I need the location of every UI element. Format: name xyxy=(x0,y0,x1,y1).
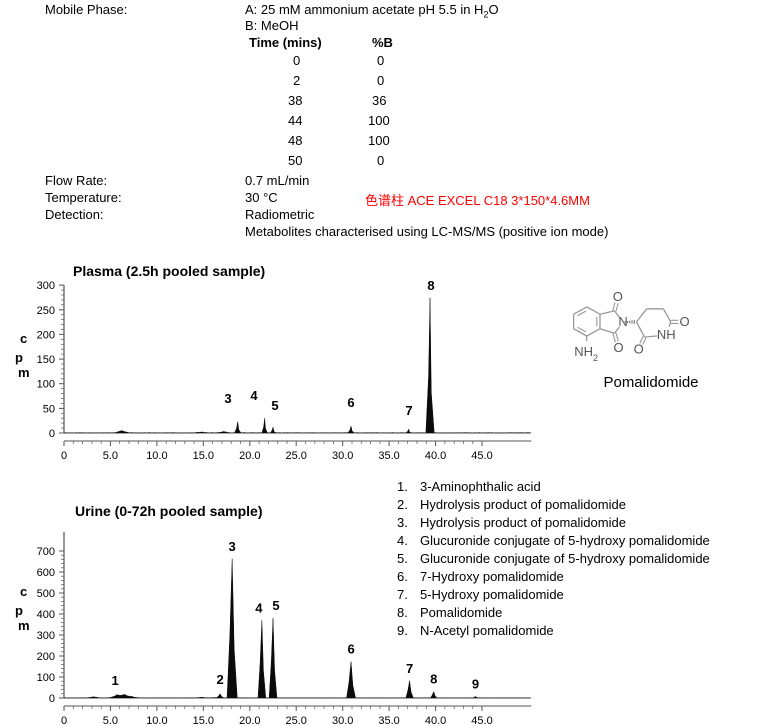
svg-text:5.0: 5.0 xyxy=(103,715,118,726)
svg-text:40.0: 40.0 xyxy=(425,715,446,726)
svg-text:Urine (0-72h pooled sample): Urine (0-72h pooled sample) xyxy=(75,503,262,519)
svg-text:500: 500 xyxy=(37,588,55,600)
svg-text:1: 1 xyxy=(111,673,118,688)
svg-text:200: 200 xyxy=(37,651,55,663)
svg-text:700: 700 xyxy=(37,546,55,558)
svg-text:4: 4 xyxy=(255,600,263,615)
svg-text:7: 7 xyxy=(406,661,413,676)
svg-text:600: 600 xyxy=(37,567,55,579)
svg-text:0: 0 xyxy=(49,693,55,705)
svg-text:35.0: 35.0 xyxy=(378,715,399,726)
svg-text:8: 8 xyxy=(430,672,437,687)
svg-text:10.0: 10.0 xyxy=(146,715,167,726)
svg-text:p: p xyxy=(15,603,23,618)
svg-text:25.0: 25.0 xyxy=(285,715,306,726)
svg-text:5: 5 xyxy=(272,598,279,613)
svg-text:c: c xyxy=(20,584,27,599)
svg-text:2: 2 xyxy=(216,672,223,687)
svg-text:9: 9 xyxy=(472,676,479,691)
svg-text:45.0: 45.0 xyxy=(471,715,492,726)
svg-text:20.0: 20.0 xyxy=(239,715,260,726)
svg-text:0: 0 xyxy=(61,715,67,726)
svg-text:100: 100 xyxy=(37,672,55,684)
svg-text:300: 300 xyxy=(37,630,55,642)
svg-text:30.0: 30.0 xyxy=(332,715,353,726)
svg-text:6: 6 xyxy=(347,642,354,657)
svg-text:400: 400 xyxy=(37,609,55,621)
svg-text:15.0: 15.0 xyxy=(193,715,214,726)
svg-text:3: 3 xyxy=(228,539,235,554)
svg-text:m: m xyxy=(18,618,30,633)
